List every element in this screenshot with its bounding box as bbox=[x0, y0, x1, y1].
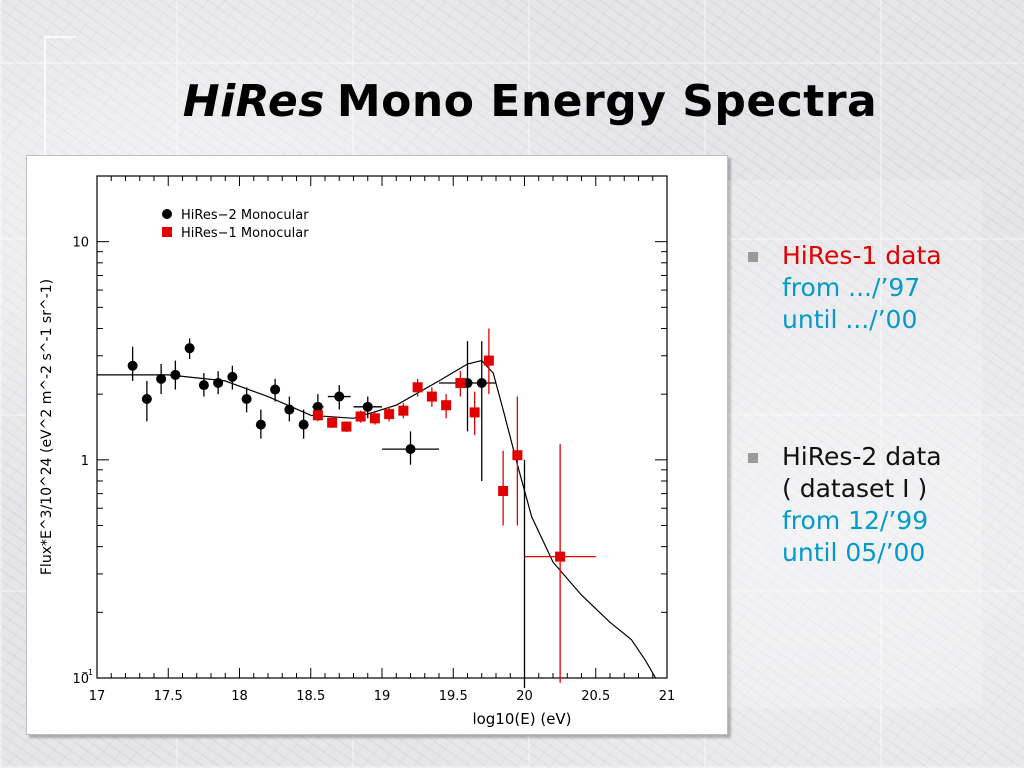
data-point-hires1 bbox=[412, 382, 423, 393]
bullet-hires1-line2: from .../’97 bbox=[782, 273, 921, 302]
slide-title-text: Mono Energy Spectra bbox=[336, 76, 878, 127]
data-point-hires2 bbox=[170, 369, 181, 380]
bullet-hires2-line3: from 12/’99 bbox=[782, 506, 929, 535]
data-point-hires2 bbox=[227, 371, 238, 382]
x-tick-label: 19 bbox=[374, 689, 391, 704]
bullet-hires2-line1: HiRes-2 data bbox=[782, 442, 942, 471]
data-point-hires2 bbox=[141, 394, 152, 405]
data-point-hires2 bbox=[156, 373, 167, 384]
data-point-hires1 bbox=[455, 378, 466, 389]
x-axis-label: log10(E) (eV) bbox=[472, 710, 571, 728]
data-point-hires2 bbox=[184, 343, 195, 354]
x-tick-label: 20 bbox=[516, 689, 533, 704]
legend-label-hires2: HiRes−2 Monocular bbox=[181, 208, 309, 223]
bullet-hires2-line4: until 05/’00 bbox=[782, 538, 926, 567]
data-point-hires2 bbox=[405, 444, 416, 455]
y-tick-label-exponent: −1 bbox=[81, 668, 93, 677]
data-point-hires2 bbox=[312, 401, 323, 412]
chart-panel: 17 17.5 18 18.5 19 19.5 20 20.5 21 10 1 10 −1 log10(E… bbox=[26, 155, 728, 735]
bullet-list: HiRes-1 data from .../’97 until .../’00 … bbox=[748, 240, 1018, 569]
data-point-hires1 bbox=[398, 405, 409, 416]
plot-frame bbox=[96, 175, 668, 679]
x-tick-label: 19.5 bbox=[439, 689, 468, 704]
y-tick-label: 10 bbox=[72, 672, 89, 687]
bullet-hires1: HiRes-1 data from .../’97 until .../’00 bbox=[748, 240, 1018, 336]
fit-curve bbox=[97, 359, 657, 679]
data-point-hires2 bbox=[213, 378, 224, 389]
data-point-hires1 bbox=[469, 407, 480, 418]
data-point-hires1 bbox=[483, 355, 494, 366]
legend-label-hires1: HiRes−1 Monocular bbox=[181, 226, 309, 241]
bullet-hires2: HiRes-2 data ( dataset I ) from 12/’99 u… bbox=[748, 441, 1018, 569]
y-tick-label: 1 bbox=[81, 454, 89, 469]
data-point-hires1 bbox=[341, 421, 352, 432]
data-point-hires1 bbox=[498, 485, 509, 496]
data-point-hires1 bbox=[441, 400, 452, 411]
data-point-hires1 bbox=[369, 413, 380, 424]
data-point-hires2 bbox=[241, 394, 252, 405]
data-point-hires2 bbox=[127, 360, 138, 371]
x-tick-label: 20.5 bbox=[581, 689, 610, 704]
data-point-hires2 bbox=[198, 380, 209, 391]
data-point-hires1 bbox=[312, 410, 323, 421]
bullet-hires1-line3: until .../’00 bbox=[782, 305, 918, 334]
data-point-hires2 bbox=[284, 404, 295, 415]
x-tick-label: 21 bbox=[659, 689, 676, 704]
data-point-hires1 bbox=[384, 409, 395, 420]
x-tick-label: 18.5 bbox=[296, 689, 325, 704]
data-point-hires1 bbox=[426, 391, 437, 402]
y-axis-label: Flux*E^3/10^24 (eV^2 m^-2 s^-1 sr^-1) bbox=[39, 279, 55, 575]
bullet-hires1-line1: HiRes-1 data bbox=[782, 241, 942, 270]
x-tick-label: 18 bbox=[231, 689, 248, 704]
data-point-hires2 bbox=[270, 384, 281, 395]
energy-spectrum-chart: 17 17.5 18 18.5 19 19.5 20 20.5 2110110−1log10(E… bbox=[39, 175, 676, 728]
data-point-hires2 bbox=[255, 419, 266, 430]
bullet-hires2-line2: ( dataset I ) bbox=[782, 474, 928, 503]
slide-title-emphasis: HiRes bbox=[182, 76, 325, 127]
bullet-marker-icon bbox=[748, 252, 758, 262]
data-point-hires2 bbox=[334, 391, 345, 402]
notes-panel bbox=[728, 180, 982, 708]
data-point-hires1 bbox=[327, 417, 338, 428]
legend-marker-hires1 bbox=[162, 227, 172, 237]
data-point-hires2 bbox=[298, 419, 309, 430]
x-tick-label: 17.5 bbox=[154, 689, 183, 704]
decorative-corner bbox=[44, 36, 76, 156]
data-point-hires1 bbox=[355, 411, 366, 422]
slide-title: HiRes Mono Energy Spectra bbox=[0, 76, 1024, 127]
data-point-hires2 bbox=[476, 378, 487, 389]
x-tick-label: 17 bbox=[89, 689, 106, 704]
data-point-hires1 bbox=[512, 450, 523, 461]
legend-marker-hires2 bbox=[162, 209, 172, 219]
y-tick-label: 10 bbox=[72, 236, 89, 251]
data-point-hires2 bbox=[362, 401, 373, 412]
bullet-marker-icon bbox=[748, 453, 758, 463]
data-point-hires1 bbox=[555, 551, 566, 562]
